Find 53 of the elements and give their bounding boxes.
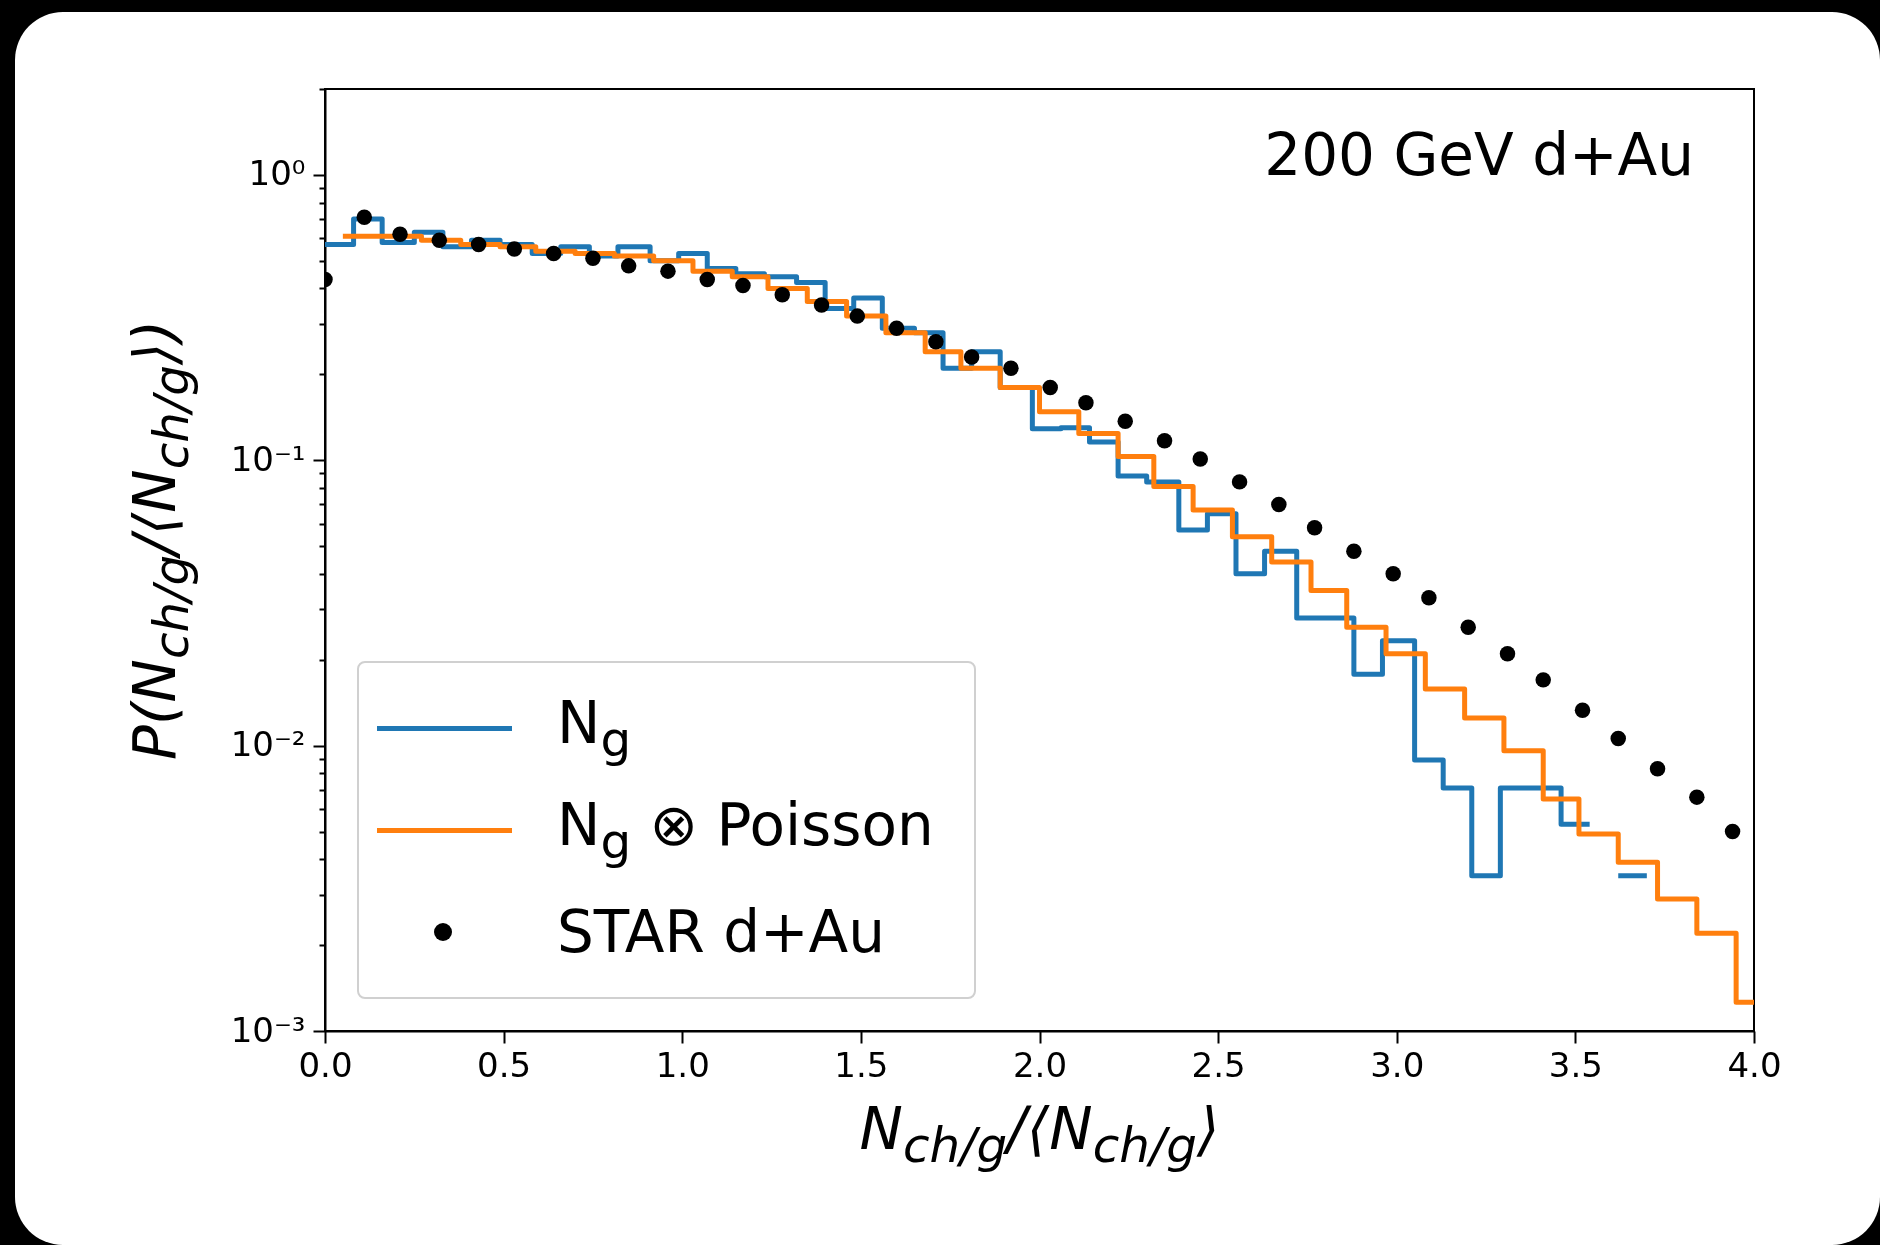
point [660,263,676,279]
point [1078,395,1094,411]
point [774,287,791,303]
point [888,320,905,337]
point [1346,543,1362,559]
point [1156,433,1173,449]
point [1231,474,1248,490]
point [735,277,751,294]
point [620,258,637,274]
x-axis-title: N$_{ch/g}$/⟨N$_{ch/g}$⟩ [859,1095,1220,1173]
point [470,236,487,253]
point [545,245,562,262]
point [1689,789,1705,805]
point [1003,360,1019,377]
point [1306,520,1323,536]
point [1192,451,1209,467]
x-tick-label: 3.0 [1370,1044,1425,1085]
y-tick-label: 10⁰ [248,153,306,194]
point [585,250,601,267]
annotation: 200 GeV d+Au [1264,121,1694,189]
legend-label: STAR d+Au [557,898,886,966]
point [1610,730,1626,747]
point [1499,645,1516,662]
point [1117,413,1133,429]
point [963,349,980,365]
point [1649,761,1666,777]
y-tick-label: 10⁻² [230,724,306,765]
x-tick-label: 2.0 [1012,1044,1068,1085]
point [1460,619,1476,635]
point [1385,566,1401,582]
point [392,226,408,242]
legend-label: N$_{g}$ ⊗ Poisson [557,791,934,869]
point [1535,672,1551,688]
point [1421,589,1437,606]
point [506,241,523,257]
point [699,271,715,288]
point [356,209,373,226]
point [431,232,448,249]
x-tick-label: 4.0 [1727,1044,1782,1085]
x-tick-label: 0.5 [477,1044,532,1085]
point [1271,496,1287,513]
y-tick-label: 10⁻¹ [230,438,306,479]
point [1724,823,1741,840]
point [928,334,944,350]
point [813,297,830,313]
legend-label: N$_{g}$ [557,689,632,767]
x-tick-label: 3.5 [1548,1044,1603,1085]
point [1574,702,1591,719]
x-tick-label: 1.0 [655,1044,710,1085]
point [1042,379,1058,396]
point [849,308,866,324]
x-tick-label: 1.5 [834,1044,889,1085]
x-tick-label: 2.5 [1191,1044,1246,1085]
